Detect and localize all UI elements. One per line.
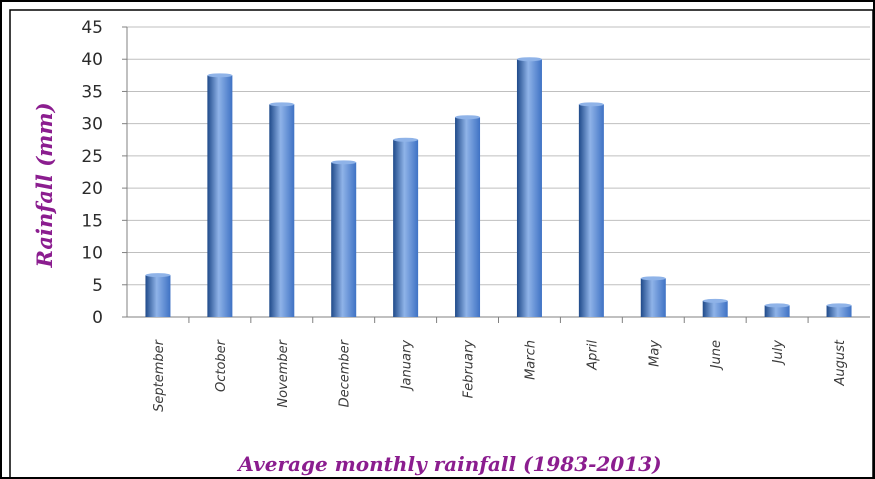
bar-december	[331, 162, 357, 317]
bar-cap-july	[764, 303, 790, 308]
x-tick-label: June	[709, 340, 724, 371]
y-tick-label: 5	[92, 276, 103, 296]
bar-june	[702, 300, 728, 317]
bar-cap-december	[331, 160, 357, 165]
bar-march	[516, 59, 542, 317]
x-tick-label: February	[462, 340, 477, 399]
bar-august	[826, 305, 852, 317]
x-axis-title: Average monthly rainfall (1983-2013)	[236, 452, 661, 476]
bar-cap-october	[207, 73, 233, 78]
y-tick-labels: 0 5 10 15 20 25 30 35 40 45	[81, 18, 103, 328]
x-tick-label: April	[585, 340, 600, 371]
bar-january	[393, 139, 419, 317]
bar-cap-january	[393, 137, 419, 142]
bar-september	[145, 275, 171, 317]
y-tick-label: 45	[81, 18, 103, 38]
bar-cap-march	[516, 57, 542, 62]
bar-cap-august	[826, 303, 852, 308]
y-axis-title: Rainfall (mm)	[32, 102, 57, 268]
y-tick-label: 10	[81, 244, 103, 264]
y-tick-label: 30	[81, 115, 103, 135]
bar-october	[207, 75, 233, 317]
bar-cap-may	[640, 276, 666, 281]
x-tick-label: November	[276, 338, 291, 407]
x-tick-label: January	[400, 340, 415, 393]
y-tick-label: 25	[81, 147, 103, 167]
x-tick-label: December	[338, 338, 353, 407]
x-tick-label: October	[214, 338, 229, 392]
bar-july	[764, 305, 790, 317]
gridlines	[122, 26, 870, 323]
y-tick-label: 40	[81, 50, 103, 70]
bar-november	[269, 104, 295, 317]
y-tick-label: 0	[92, 308, 103, 328]
bar-cap-june	[702, 298, 728, 303]
bar-cap-february	[455, 115, 481, 120]
x-tick-label: July	[771, 340, 786, 367]
x-tick-label: March	[523, 340, 538, 380]
x-tick-label: September	[152, 338, 167, 412]
bar-cap-september	[145, 273, 171, 278]
bar-cap-april	[578, 102, 604, 107]
inner-border	[9, 9, 874, 479]
y-tick-label: 20	[81, 179, 103, 199]
y-tick-label: 15	[81, 211, 103, 231]
bar-may	[640, 278, 666, 317]
y-tick-label: 35	[81, 82, 103, 102]
x-tick-label: May	[647, 340, 662, 367]
bar-february	[455, 117, 481, 317]
x-tick-labels: September October November December January F…	[152, 338, 848, 412]
bar-april	[578, 104, 604, 317]
bar-cap-november	[269, 102, 295, 107]
x-tick-label: August	[833, 339, 848, 386]
bars	[145, 57, 852, 317]
